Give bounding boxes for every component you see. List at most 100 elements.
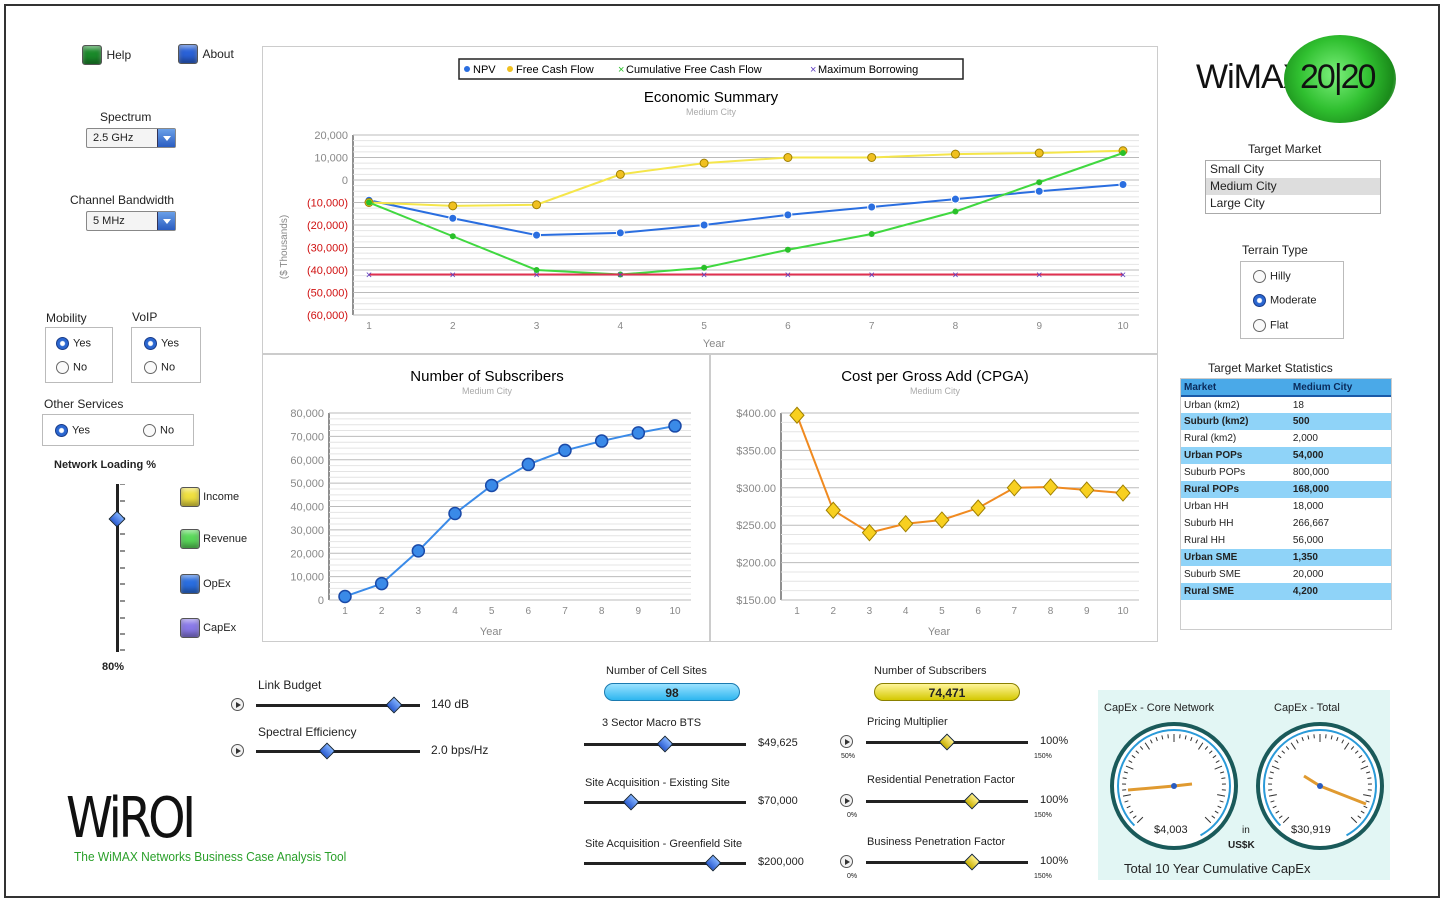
cpga-xtick-label: 10: [1117, 606, 1129, 617]
network-loading-value: 80%: [102, 661, 125, 673]
subs-ytick-label: 80,000: [290, 408, 324, 420]
subs-point: [521, 457, 536, 472]
cpga-xtick-label: 5: [939, 606, 945, 617]
cpga-point: [825, 501, 841, 519]
subs-xtick-label: 1: [342, 606, 348, 617]
spectral-eff-slider[interactable]: [256, 750, 420, 753]
econ-ytick-label: (20,000): [307, 220, 348, 232]
econ-point: [867, 202, 877, 212]
network-loading-slider[interactable]: [116, 484, 119, 652]
gauge-tick: [1125, 765, 1134, 770]
capex-toggle[interactable]: CapEx: [180, 618, 236, 638]
cpga-xtick-label: 7: [1012, 606, 1018, 617]
econ-ytick-label: (10,000): [307, 198, 348, 210]
cpga-point: [898, 514, 914, 533]
spectral-eff-value: 2.0 bps/Hz: [431, 743, 489, 757]
terrain-hilly-radio[interactable]: Hilly: [1253, 270, 1291, 283]
gauge-tick: [1341, 739, 1345, 744]
opex-toggle[interactable]: OpEx: [180, 574, 231, 594]
wiroi-tagline: The WiMAX Networks Business Case Analysi…: [74, 849, 347, 864]
econ-point: [952, 208, 959, 215]
help-button[interactable]: Help: [82, 45, 131, 65]
mobility-no-radio[interactable]: No: [56, 361, 87, 374]
res-pen-min: 0%: [847, 812, 858, 819]
pricing-play-icon[interactable]: [840, 735, 853, 748]
econ-point: [867, 153, 877, 162]
cpga-point: [970, 499, 986, 517]
subs-ytick-label: 50,000: [290, 478, 324, 490]
income-toggle[interactable]: Income: [180, 487, 239, 507]
cpga-panel: Cost per Gross Add (CPGA) Medium City Ye…: [710, 354, 1158, 642]
link-budget-play-icon[interactable]: [231, 698, 244, 711]
voip-no-radio[interactable]: No: [144, 361, 175, 374]
econ-xtick-label: 9: [1036, 321, 1042, 332]
gauge-tick: [1268, 777, 1273, 779]
target-market-item[interactable]: Medium City: [1206, 178, 1380, 195]
terrain-moderate-radio[interactable]: Moderate: [1253, 294, 1316, 307]
stats-table: Market Medium City Urban (km2) 18 Suburb (…: [1181, 379, 1391, 600]
income-swatch-icon: [180, 487, 200, 507]
subs-ytick-label: 10,000: [290, 572, 324, 584]
gauge-tick: [1139, 746, 1144, 750]
pricing-max: 150%: [1034, 753, 1052, 760]
revenue-toggle[interactable]: Revenue: [180, 529, 247, 549]
target-market-item[interactable]: Small City: [1210, 162, 1265, 176]
mobility-yes-radio[interactable]: Yes: [56, 337, 91, 350]
table-row: Rural (km2) 2,000: [1184, 433, 1318, 444]
voip-label: VoIP: [132, 310, 158, 324]
econ-point: [1118, 180, 1128, 189]
gauge-tick: [1285, 746, 1290, 750]
cpga-point: [1115, 484, 1131, 502]
econ-subtitle: Medium City: [686, 107, 737, 117]
econ-ytick-label: 20,000: [314, 130, 348, 142]
spectral-eff-play-icon[interactable]: [231, 744, 244, 757]
site-existing-slider[interactable]: [584, 801, 746, 804]
bus-pen-slider[interactable]: [866, 861, 1028, 864]
bus-pen-play-icon[interactable]: [840, 855, 853, 868]
res-pen-slider[interactable]: [866, 800, 1028, 803]
gauge-tick: [1360, 765, 1369, 770]
about-button[interactable]: About: [178, 44, 234, 64]
gauge-tick: [1123, 771, 1128, 774]
terrain-flat-radio[interactable]: Flat: [1253, 319, 1288, 332]
target-market-list[interactable]: Small City Medium City Large City: [1205, 160, 1381, 214]
other-services-yes-radio[interactable]: Yes: [55, 424, 90, 437]
cpga-series-line: [796, 414, 1124, 534]
econ-ytick-label: (30,000): [307, 243, 348, 255]
econ-point: [950, 194, 960, 204]
econ-point: [783, 153, 793, 162]
link-budget-slider[interactable]: [256, 704, 420, 707]
subs-xtick-label: 3: [416, 606, 422, 617]
econ-ytick-label: 10,000: [314, 153, 348, 165]
econ-point: ×: [1036, 270, 1042, 282]
macro-bts-value: $49,625: [758, 737, 798, 749]
subs-ytick-label: 20,000: [290, 548, 324, 560]
other-services-no-radio[interactable]: No: [143, 424, 174, 437]
econ-point: [532, 230, 542, 240]
cpga-ytick-label: $250.00: [736, 520, 776, 532]
target-market-item[interactable]: Large City: [1210, 196, 1265, 210]
gauge-tick: [1365, 800, 1370, 803]
subs-ytick-label: 70,000: [290, 431, 324, 443]
subs-ytick-label: 30,000: [290, 525, 324, 537]
table-row: Rural POPs 168,000: [1181, 481, 1391, 498]
bandwidth-select[interactable]: 5 MHz: [86, 211, 176, 231]
econ-series-line: [368, 183, 1124, 237]
econ-xtick-label: 8: [953, 321, 959, 332]
voip-yes-radio[interactable]: Yes: [144, 337, 179, 350]
stats-header-row: Market Medium City: [1181, 379, 1391, 397]
table-row: Urban (km2) 18: [1184, 399, 1304, 411]
econ-legend-maxb: Maximum Borrowing: [818, 64, 918, 76]
bus-pen-label: Business Penetration Factor: [867, 836, 1006, 848]
gauge-tick: [1344, 742, 1350, 750]
spectrum-select[interactable]: 2.5 GHz: [86, 128, 176, 148]
subs-xtick-label: 8: [599, 606, 605, 617]
res-pen-play-icon[interactable]: [840, 794, 853, 807]
cpga-xtick-label: 6: [975, 606, 981, 617]
gauge-tick: [1184, 735, 1187, 740]
site-green-slider[interactable]: [584, 862, 746, 865]
stats-label: Target Market Statistics: [1208, 361, 1333, 375]
econ-xlabel: Year: [703, 338, 726, 350]
econ-xtick-label: 10: [1117, 321, 1129, 332]
gauge-tick: [1363, 805, 1368, 809]
